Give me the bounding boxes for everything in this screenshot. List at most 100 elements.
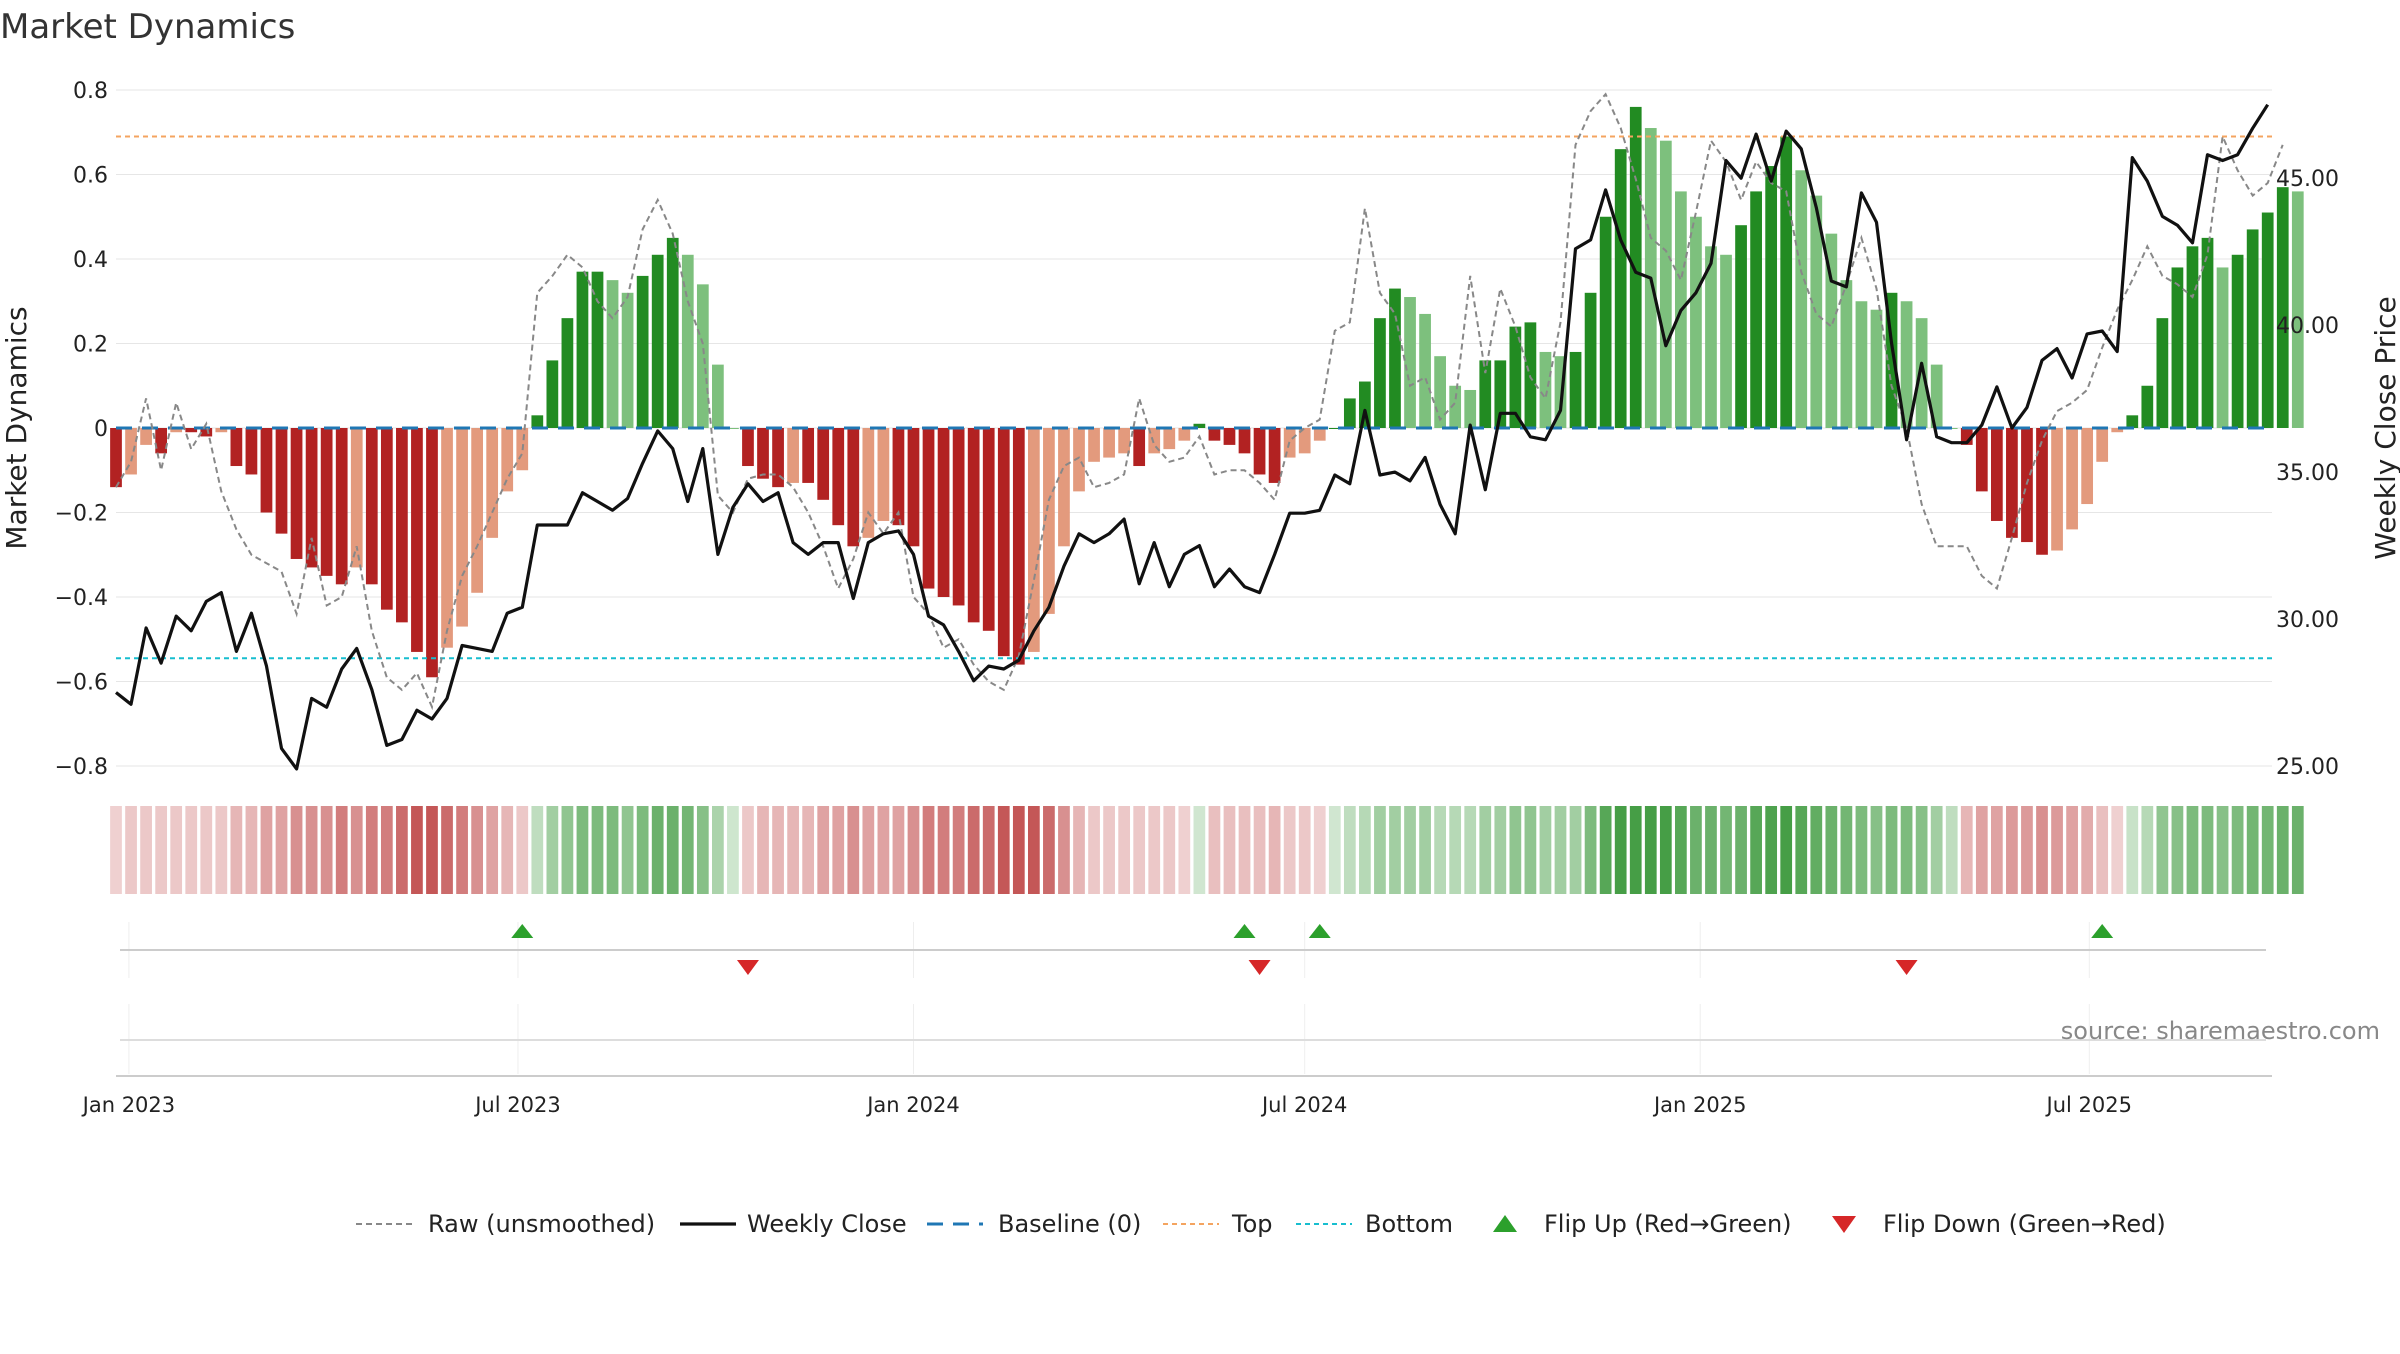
heat-cell	[1765, 806, 1778, 894]
heat-cell	[1313, 806, 1326, 894]
heat-cell	[591, 806, 604, 894]
y2-axis-title: Weekly Close Price	[2369, 296, 2400, 559]
md-bar	[1915, 318, 1928, 428]
md-bar	[1027, 428, 1040, 652]
md-bar	[290, 428, 303, 559]
legend-item-close: Weekly Close	[680, 1210, 907, 1238]
md-bar	[1058, 428, 1070, 547]
heat-cell	[320, 806, 333, 894]
md-bar	[230, 428, 243, 467]
legend-label: Raw (unsmoothed)	[428, 1210, 655, 1238]
md-bar	[1133, 428, 1146, 467]
md-bar	[817, 428, 830, 500]
y-axis-title: Market Dynamics	[0, 306, 33, 549]
heat-cell	[2291, 806, 2304, 894]
md-bar	[1990, 428, 2003, 521]
heat-cell	[561, 806, 574, 894]
heat-cell	[426, 806, 438, 894]
md-bar	[245, 428, 258, 475]
heat-cell	[1043, 806, 1055, 894]
md-bar	[1584, 292, 1597, 428]
md-bar	[170, 428, 183, 433]
heat-cell	[576, 806, 589, 894]
md-bar	[486, 428, 499, 538]
heat-cell	[1404, 806, 1416, 894]
md-bar	[1148, 428, 1161, 454]
md-bar	[2066, 428, 2078, 530]
y2-tick-label: 30.00	[2276, 608, 2339, 633]
md-bar	[757, 428, 769, 479]
md-bar	[1178, 428, 1191, 441]
md-bar	[937, 428, 950, 597]
md-bar	[1238, 428, 1251, 454]
y-tick-label: −0.6	[55, 671, 108, 696]
heat-cell	[712, 806, 724, 894]
heat-cell	[1118, 806, 1131, 894]
heat-cell	[396, 806, 408, 894]
heat-cell	[997, 806, 1010, 894]
heat-cell	[666, 806, 679, 894]
heat-cell	[952, 806, 965, 894]
md-bar	[2021, 428, 2033, 543]
md-bar	[1885, 292, 1898, 428]
heat-cell	[2021, 806, 2033, 894]
axes-layer: 0.8 0.6 0.4 0.2 0 −0.2 −0.4 −0.6 −0.8 45.00 40.00 3…	[55, 79, 2339, 780]
md-bar	[546, 360, 559, 428]
md-bar	[1193, 423, 1206, 428]
md-bar	[2036, 428, 2048, 555]
md-bar	[155, 428, 168, 454]
heat-cell	[335, 806, 348, 894]
heat-cell	[772, 806, 784, 894]
heat-cell	[1675, 806, 1687, 894]
md-bar	[727, 428, 739, 429]
y-tick-label: 0.2	[73, 333, 108, 358]
heat-cell	[2231, 806, 2244, 894]
md-bar	[1298, 428, 1311, 454]
md-bar	[1103, 428, 1115, 458]
heat-cell	[862, 806, 875, 894]
heat-cell	[471, 806, 483, 894]
md-bar	[2141, 385, 2154, 428]
legend-label: Bottom	[1365, 1210, 1453, 1238]
heat-cell	[817, 806, 830, 894]
md-bar	[1163, 428, 1176, 450]
heat-cell	[2111, 806, 2124, 894]
source-note: source: sharemaestro.com	[2061, 1017, 2380, 1045]
heat-cell	[636, 806, 649, 894]
heat-cell	[411, 806, 423, 894]
flip-markers-panel	[116, 922, 2272, 1077]
regime-heat-strip	[110, 806, 2304, 894]
md-bar	[2246, 229, 2259, 428]
md-bar	[350, 428, 363, 568]
weekly-close-line	[115, 103, 2270, 771]
heat-cell	[2261, 806, 2274, 894]
md-bar	[1554, 356, 1567, 428]
heat-cell	[456, 806, 468, 894]
md-bar	[997, 428, 1010, 657]
x-tick-label: Jan 2024	[865, 1093, 960, 1117]
flip-down-marker	[1248, 960, 1271, 975]
md-bar	[1223, 428, 1236, 445]
heat-cell	[982, 806, 995, 894]
md-bar	[2186, 246, 2199, 428]
legend-item-flip-up: Flip Up (Red→Green)	[1493, 1210, 1792, 1238]
md-bar	[2051, 428, 2063, 551]
md-bar	[185, 428, 198, 433]
md-bar	[1343, 398, 1356, 428]
md-bar	[260, 428, 273, 513]
heat-cell	[1073, 806, 1085, 894]
heat-cell	[380, 806, 393, 894]
y-tick-label: 0.8	[73, 79, 108, 104]
heat-cell	[1750, 806, 1762, 894]
heat-cell	[1584, 806, 1597, 894]
md-bar	[742, 428, 754, 467]
md-bar	[1599, 216, 1612, 428]
md-bar	[140, 428, 152, 445]
heat-cell	[892, 806, 905, 894]
heat-cell	[350, 806, 363, 894]
heat-cell	[681, 806, 694, 894]
heat-cell	[1238, 806, 1251, 894]
heat-cell	[922, 806, 935, 894]
md-bar	[2081, 428, 2094, 505]
md-bar	[1073, 428, 1085, 492]
